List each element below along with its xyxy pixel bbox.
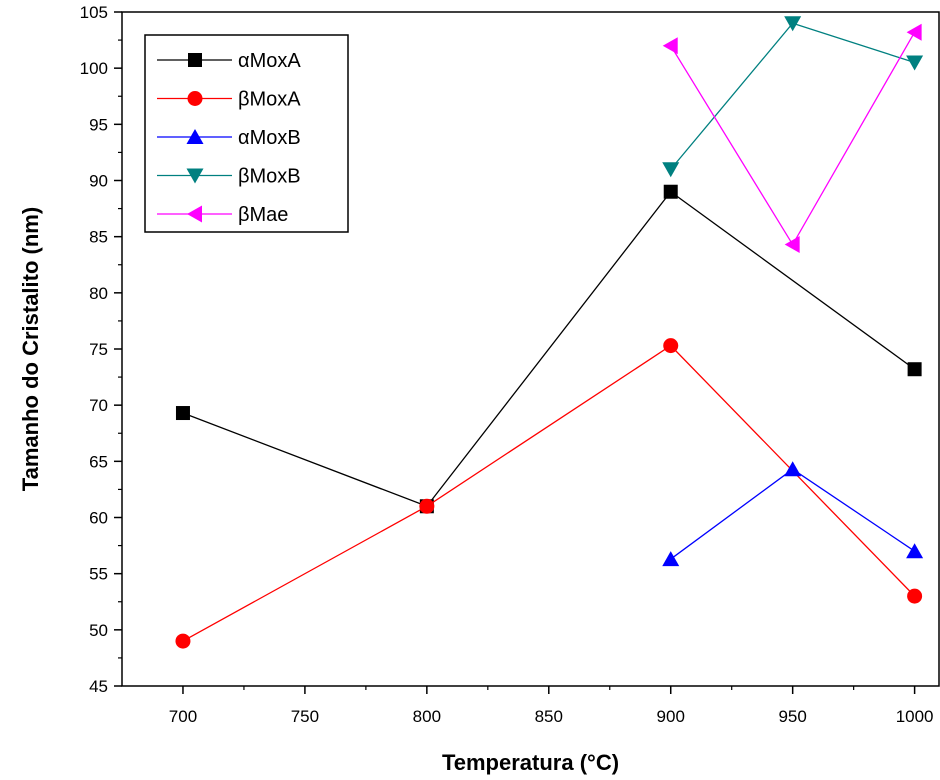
legend-box	[144, 34, 349, 233]
x-tick-label: 800	[413, 707, 441, 726]
y-tick-label: 50	[89, 621, 108, 640]
data-point-beta-moxb	[906, 55, 924, 71]
y-tick-label: 55	[89, 565, 108, 584]
data-point-beta-mae	[906, 23, 922, 41]
legend-item-alpha-moxa: αMoxA	[157, 50, 301, 72]
series-beta-mae	[662, 23, 922, 254]
x-axis-title: Temperatura (°C)	[442, 750, 619, 775]
data-point-alpha-moxa	[175, 406, 190, 421]
y-tick-label: 105	[80, 3, 108, 22]
x-tick-label: 750	[291, 707, 319, 726]
series-layer	[175, 16, 924, 649]
series-line-alpha-moxb	[670, 468, 915, 560]
y-tick-label: 80	[89, 284, 108, 303]
legend-label-beta-moxb: βMoxB	[238, 166, 301, 188]
legend-marker-alpha-moxb	[186, 129, 204, 144]
x-tick-label: 950	[778, 707, 806, 726]
series-alpha-moxa	[175, 184, 922, 514]
data-point-alpha-moxa	[663, 184, 678, 199]
y-tick-label: 90	[89, 172, 108, 191]
legend-marker-beta-mae	[187, 205, 202, 223]
data-point-beta-moxa	[907, 588, 923, 604]
x-tick-label: 1000	[896, 707, 934, 726]
legend-marker-alpha-moxa	[188, 53, 202, 67]
legend: αMoxA βMoxA αMoxB βMoxB βMae	[144, 34, 349, 233]
legend-marker-beta-moxa	[187, 91, 203, 106]
y-axis-title: Tamanho do Cristalito (nm)	[18, 207, 43, 491]
legend-item-beta-moxb: βMoxB	[157, 166, 301, 188]
data-point-alpha-moxb	[784, 461, 802, 477]
y-tick-label: 85	[89, 228, 108, 247]
data-point-beta-mae	[662, 37, 678, 55]
x-tick-label: 900	[657, 707, 685, 726]
series-beta-moxb	[662, 16, 924, 178]
x-tick-label: 850	[535, 707, 563, 726]
y-tick-label: 70	[89, 396, 108, 415]
y-tick-label: 75	[89, 340, 108, 359]
legend-item-beta-mae: βMae	[157, 204, 288, 226]
data-point-beta-moxa	[419, 498, 435, 514]
data-point-alpha-moxb	[906, 543, 924, 559]
legend-label-alpha-moxb: αMoxB	[238, 127, 301, 149]
legend-label-beta-mae: βMae	[238, 204, 288, 226]
series-alpha-moxb	[662, 461, 924, 567]
series-line-beta-moxa	[182, 344, 916, 642]
legend-marker-beta-moxb	[186, 168, 204, 184]
series-beta-moxa	[175, 338, 923, 649]
series-line-beta-mae	[670, 31, 916, 246]
x-tick-label: 700	[169, 707, 197, 726]
y-tick-label: 95	[89, 115, 108, 134]
y-tick-label: 100	[80, 59, 108, 78]
legend-item-alpha-moxb: αMoxB	[157, 127, 301, 149]
data-point-alpha-moxa	[907, 362, 922, 377]
data-point-beta-moxb	[662, 162, 680, 178]
data-point-beta-mae	[784, 236, 800, 254]
data-point-alpha-moxb	[662, 551, 680, 567]
data-point-beta-moxa	[663, 338, 679, 354]
y-tick-label: 60	[89, 509, 108, 528]
data-point-beta-moxa	[175, 633, 191, 649]
legend-label-alpha-moxa: αMoxA	[238, 50, 301, 72]
data-point-beta-moxb	[784, 16, 802, 32]
legend-item-beta-moxa: βMoxA	[157, 89, 301, 111]
legend-label-beta-moxa: βMoxA	[238, 89, 301, 111]
axis-layer: 700 750 800 850 900 950 1000 45 50 55 60 65 70 75 80 85…	[80, 3, 934, 726]
y-tick-label: 65	[89, 452, 108, 471]
y-tick-label: 45	[89, 677, 108, 696]
series-line-alpha-moxa	[182, 190, 915, 508]
